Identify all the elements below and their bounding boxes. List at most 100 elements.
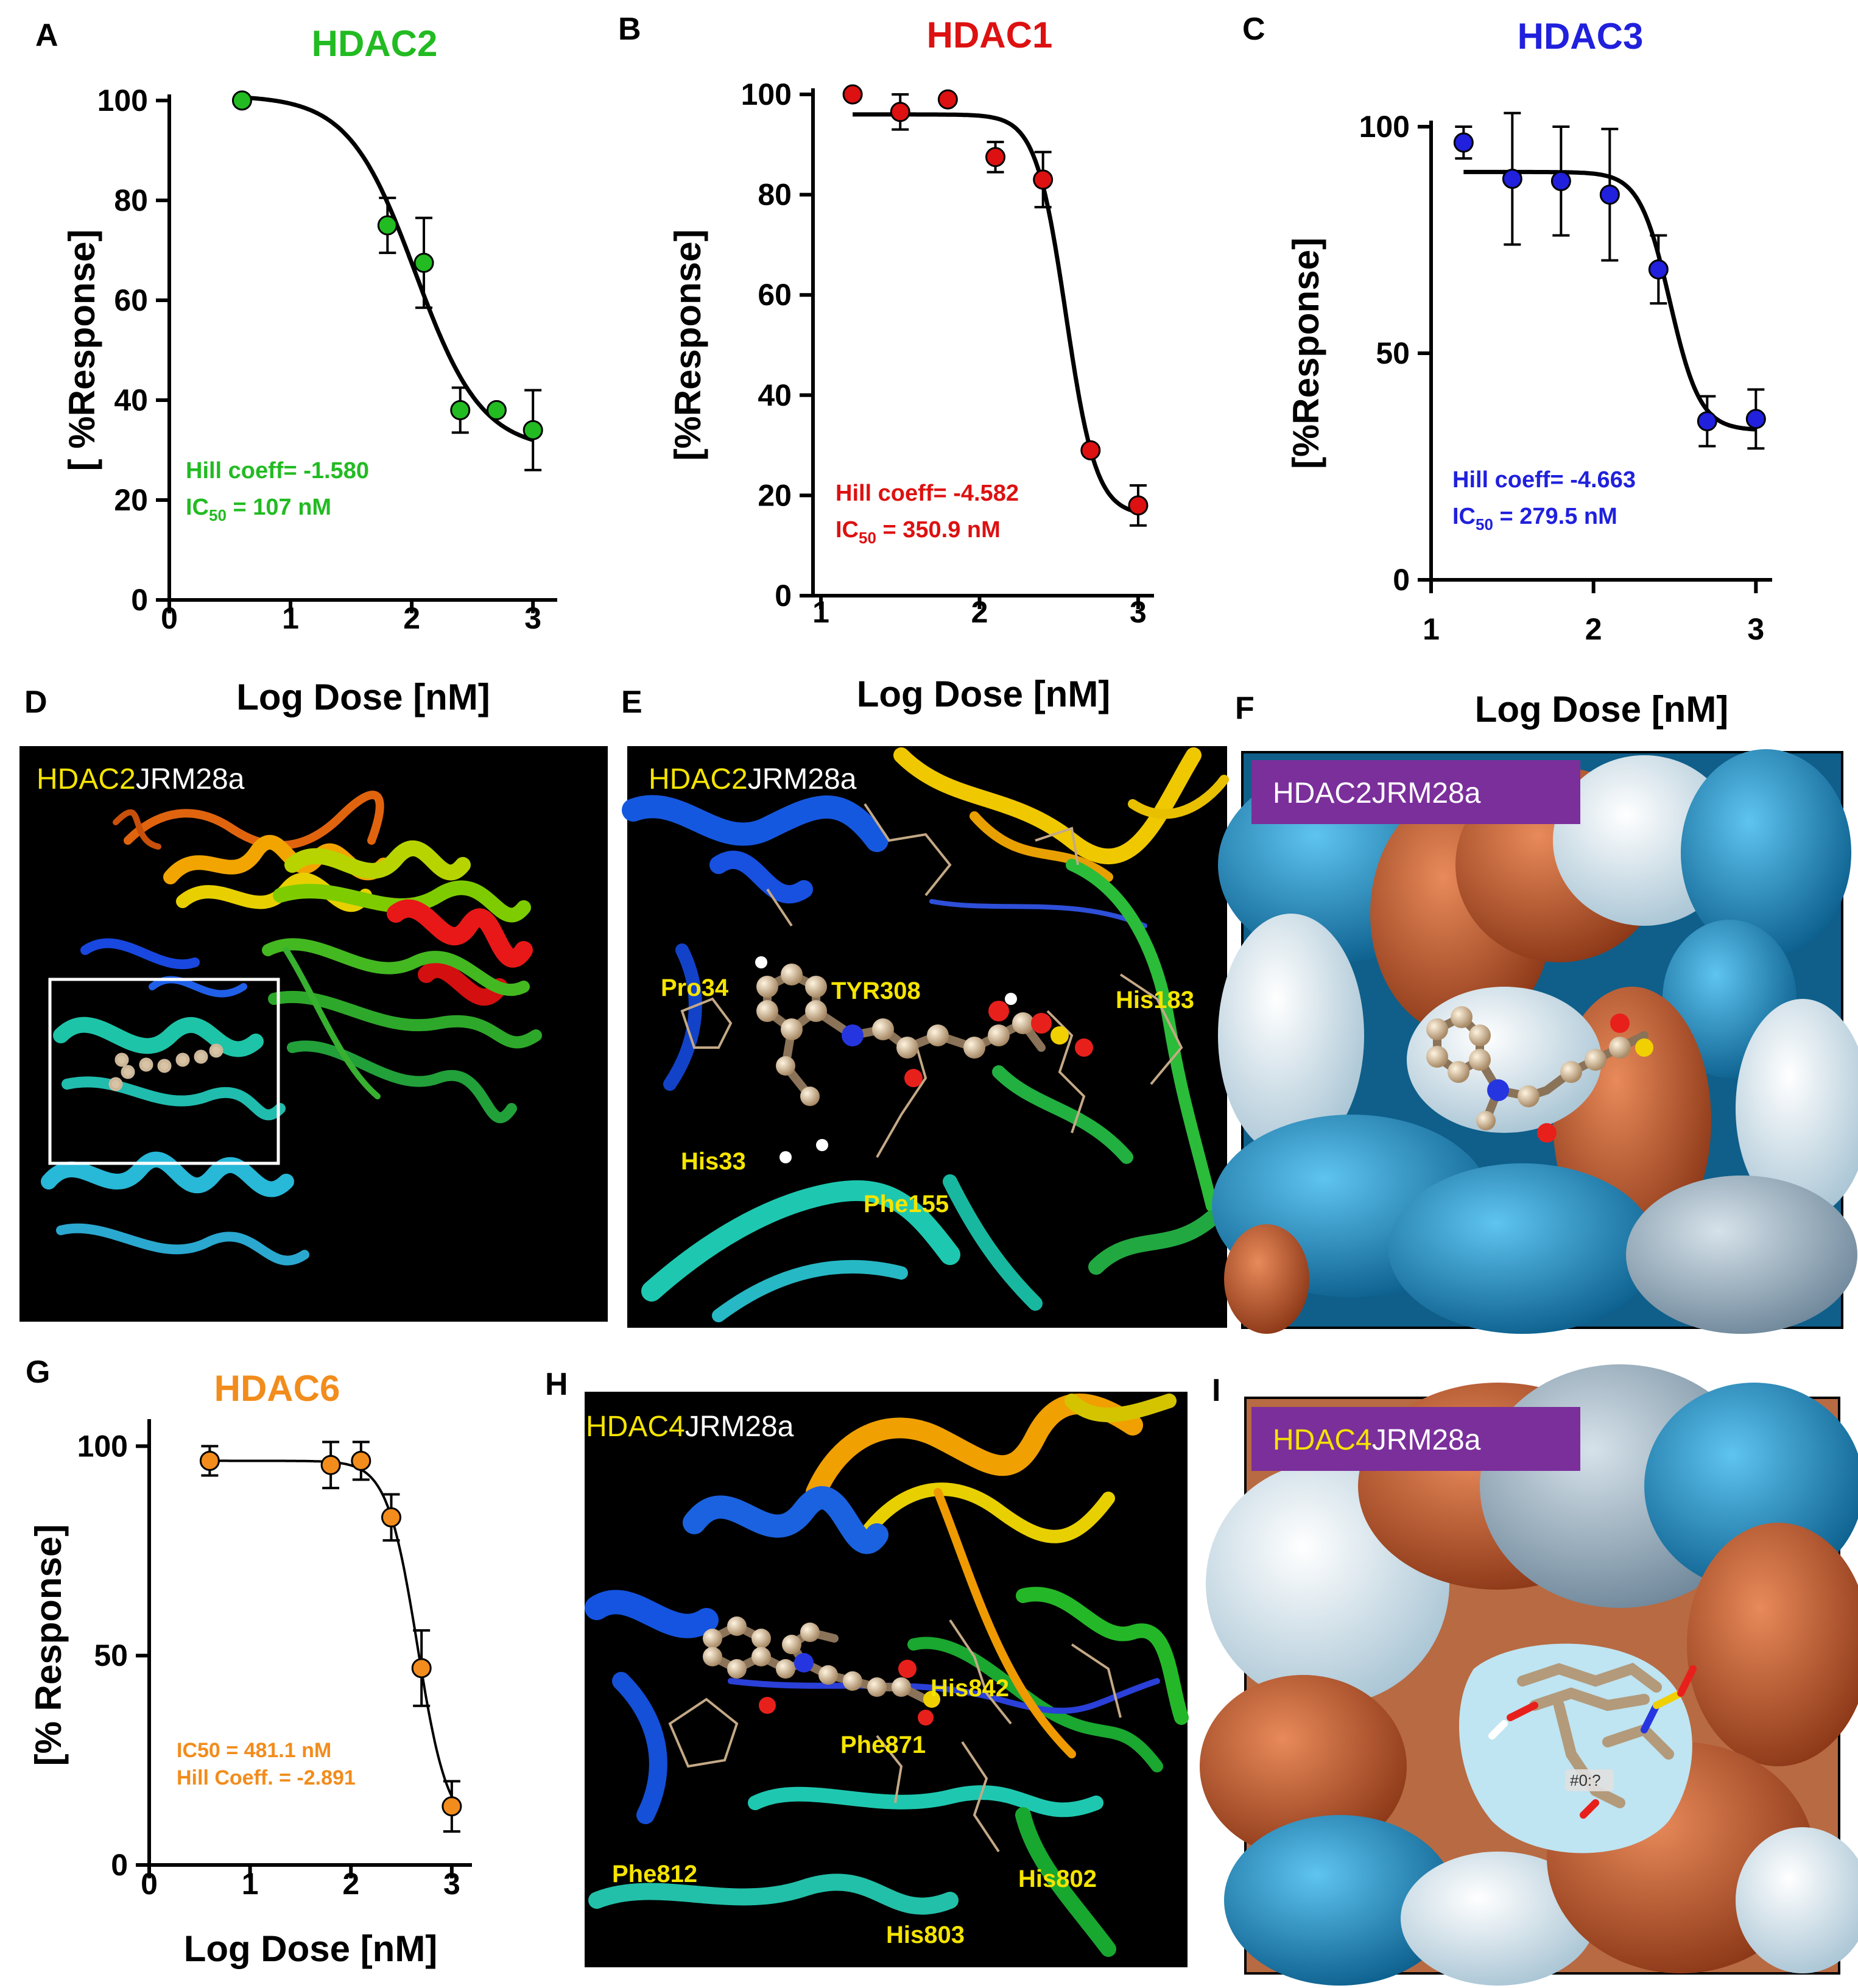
data-point (1550, 171, 1571, 191)
x-tick-label: 0 (141, 1867, 158, 1901)
data-point (351, 1450, 371, 1471)
svg-text:HDAC4JRM28a: HDAC4JRM28a (1273, 1424, 1481, 1456)
structure-panel-e: HDAC2JRM28a Pro34 TYR308 His183 His33 Ph… (622, 746, 1229, 1328)
panel-letter-i: I (1212, 1373, 1220, 1408)
hill-coeff-annotation: Hill coeff= -4.582 (836, 481, 1019, 506)
caption-hdac2-e: HDAC2 (649, 763, 748, 795)
x-tick-label: 3 (1747, 612, 1764, 646)
structure-panel-d: HDAC2JRM28a (19, 746, 608, 1322)
y-tick-label: 60 (114, 283, 148, 317)
y-tick-label: 60 (758, 278, 792, 312)
y-tick-label: 100 (741, 77, 792, 111)
caption-ligand-i: JRM28a (1372, 1424, 1481, 1456)
x-axis-label: Log Dose [nM] (184, 1928, 438, 1969)
panel-letter-a: A (35, 18, 58, 53)
atom-label: #0:? (1570, 1771, 1601, 1789)
data-point (199, 1450, 220, 1471)
residue-label-phe155: Phe155 (864, 1191, 949, 1218)
hill-coeff-annotation: Hill Coeff. = -2.891 (177, 1766, 356, 1789)
y-tick-label: 100 (1359, 110, 1410, 144)
caption-hdac4-h: HDAC4 (586, 1411, 685, 1443)
residue-label-his803: His803 (886, 1922, 965, 1948)
x-tick-label: 1 (242, 1867, 259, 1901)
caption-hdac4-i: HDAC4 (1273, 1424, 1372, 1456)
y-tick-label: 0 (775, 579, 792, 613)
panel-letter-b: B (618, 12, 641, 47)
y-axis-label: [ %Response] (62, 230, 102, 471)
panel-letter-g: G (26, 1355, 50, 1390)
y-tick-label: 0 (131, 583, 148, 617)
svg-text:HDAC2JRM28a: HDAC2JRM28a (1273, 777, 1481, 809)
y-tick-label: 0 (111, 1848, 128, 1882)
data-point (231, 90, 252, 111)
x-axis-label: Log Dose [nM] (236, 677, 490, 717)
panel-letter-e: E (621, 685, 642, 720)
data-point (890, 102, 910, 122)
x-tick-label: 3 (524, 601, 541, 635)
x-tick-label: 3 (443, 1867, 460, 1901)
residue-label-his842: His842 (931, 1675, 1009, 1702)
data-point (937, 89, 958, 110)
chart-hdac2: HDAC2 0 20 40 60 80 100 0 1 2 3 Log Dose [nM] [ %Res… (62, 23, 557, 717)
x-tick-label: 2 (1585, 612, 1602, 646)
y-tick-label: 0 (1393, 563, 1410, 597)
panel-letter-h: H (545, 1367, 568, 1402)
y-tick-label: 50 (1376, 336, 1410, 370)
caption-complex-f: HDAC2JRM28a (1273, 777, 1481, 809)
chart-hdac3: HDAC3 0 50 100 1 2 3 Log Dose [nM] [%Response] Hi… (1286, 16, 1772, 730)
svg-text:HDAC2JRM28a: HDAC2JRM28a (649, 763, 857, 795)
residue-label-tyr308: TYR308 (831, 978, 921, 1004)
data-point (320, 1454, 341, 1475)
data-point (377, 215, 398, 236)
data-point (411, 1658, 432, 1679)
residue-label-his33: His33 (681, 1148, 746, 1175)
y-axis-label: [%Response] (1286, 238, 1326, 469)
data-point (1128, 495, 1149, 516)
y-tick-label: 20 (114, 483, 148, 517)
x-tick-label: 1 (1423, 612, 1440, 646)
svg-text:HDAC4JRM28a: HDAC4JRM28a (586, 1411, 794, 1443)
y-axis-label: [% Response] (28, 1524, 69, 1766)
data-point (842, 84, 863, 105)
caption-hdac2-d: HDAC2 (37, 763, 136, 795)
x-axis-label: Log Dose [nM] (1475, 689, 1729, 730)
ic50-annotation: IC50 = 279.5 nM (1452, 504, 1617, 534)
hill-coeff-annotation: Hill coeff= -1.580 (186, 458, 369, 484)
data-point (450, 400, 471, 420)
structure-panel-f: HDAC2JRM28a (1212, 749, 1858, 1334)
x-tick-label: 1 (812, 595, 829, 629)
chart-title: HDAC1 (927, 15, 1053, 55)
caption-ligand-h: JRM28a (685, 1411, 794, 1443)
chart-title: HDAC2 (312, 23, 438, 64)
y-tick-label: 20 (758, 478, 792, 512)
chart-hdac1: HDAC1 0 20 40 60 80 100 1 2 3 Log Dose [nM] [%Respo… (667, 15, 1154, 714)
structure-panel-i: #0:? HDAC4JRM28a (1200, 1364, 1858, 1986)
y-tick-label: 40 (758, 378, 792, 412)
ic50-annotation: IC50 = 107 nM (186, 495, 331, 524)
chart-title: HDAC3 (1518, 16, 1644, 57)
residue-label-his802: His802 (1018, 1866, 1097, 1892)
panel-letter-c: C (1242, 12, 1265, 47)
hill-coeff-annotation: Hill coeff= -4.663 (1452, 467, 1636, 493)
caption-ligand-e: JRM28a (748, 763, 857, 795)
svg-text:HDAC2JRM28a: HDAC2JRM28a (37, 763, 245, 795)
x-axis-label: Log Dose [nM] (857, 674, 1111, 714)
data-point (1453, 132, 1474, 153)
data-point (381, 1507, 401, 1528)
residue-label-pro34: Pro34 (661, 975, 729, 1001)
residue-label-phe871: Phe871 (840, 1732, 926, 1758)
data-point (442, 1796, 462, 1817)
data-point (1745, 409, 1766, 429)
x-tick-label: 0 (161, 601, 178, 635)
data-point (1502, 169, 1522, 189)
panel-letter-f: F (1235, 691, 1255, 726)
ic50-annotation: IC50 = 481.1 nM (177, 1739, 331, 1762)
y-tick-label: 40 (114, 383, 148, 417)
data-point (985, 147, 1006, 167)
structure-panel-h: HDAC4JRM28a His842 Phe871 Phe812 His802 … (585, 1392, 1189, 1967)
panel-letter-d: D (24, 685, 48, 720)
data-point (1033, 169, 1054, 190)
x-tick-label: 2 (342, 1867, 359, 1901)
